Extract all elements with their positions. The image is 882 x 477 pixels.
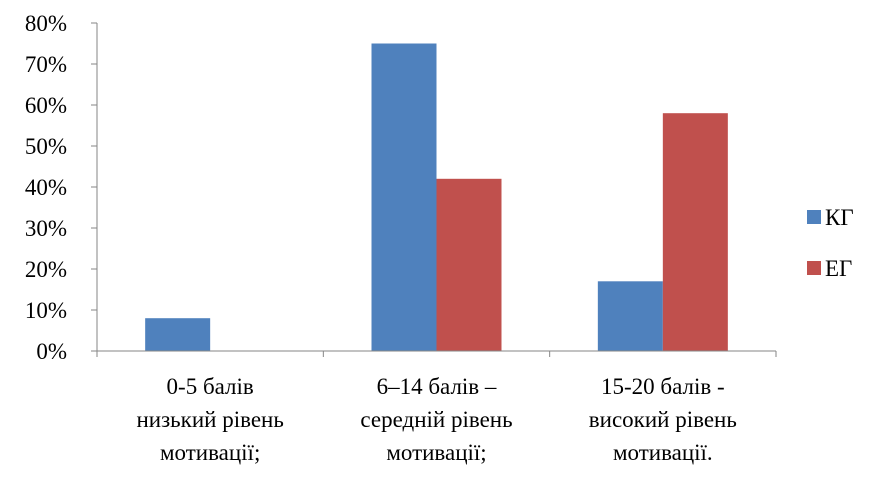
legend-swatch-eg [807, 261, 821, 275]
y-tick-label: 40% [25, 175, 67, 200]
axes [91, 22, 777, 357]
legend: КГ ЕГ [807, 205, 854, 281]
x-category-labels: 0-5 балів низький рівень мотивації; 6–14 ба… [136, 374, 736, 465]
bar-kg-1 [145, 318, 211, 351]
x-category-label: 6–14 балів – [377, 374, 497, 399]
bar-eg-3 [662, 113, 728, 351]
x-category-label: середній рівень [360, 407, 512, 432]
y-tick-label: 20% [25, 257, 67, 282]
bar-kg-3 [597, 281, 663, 351]
y-tick-labels: 0% 10% 20% 30% 40% 50% 60% 70% 80% [25, 11, 67, 364]
plot-bars [145, 43, 728, 351]
bar-kg-2 [371, 43, 437, 351]
x-category-label: низький рівень [136, 407, 283, 432]
y-tick-label: 80% [25, 11, 67, 36]
y-tick-label: 50% [25, 134, 67, 159]
y-tick-label: 70% [25, 52, 67, 77]
x-category-label: мотивації. [613, 440, 713, 465]
x-category-label: високий рівень [589, 407, 737, 432]
x-category-label: мотивації; [386, 440, 486, 465]
y-tick-label: 10% [25, 298, 67, 323]
y-tick-label: 30% [25, 216, 67, 241]
legend-label-eg: ЕГ [825, 256, 852, 281]
y-tick-label: 0% [36, 339, 67, 364]
x-category-label: мотивації; [160, 440, 260, 465]
legend-label-kg: КГ [825, 205, 854, 230]
bar-eg-2 [436, 178, 502, 351]
legend-swatch-kg [807, 210, 821, 224]
y-tick-label: 60% [25, 93, 67, 118]
x-category-label: 0-5 балів [167, 374, 254, 399]
x-category-label: 15-20 балів - [601, 374, 725, 399]
